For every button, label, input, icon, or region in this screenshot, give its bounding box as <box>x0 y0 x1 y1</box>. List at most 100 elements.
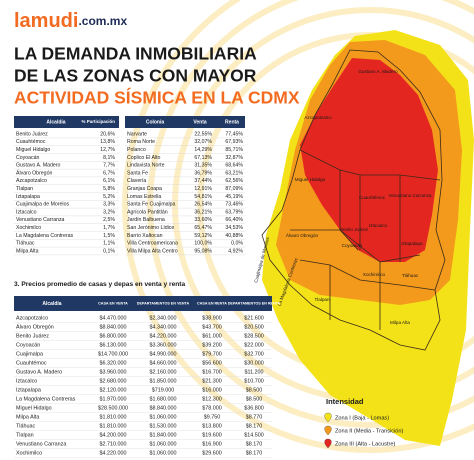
cell: 34,53% <box>225 225 243 231</box>
cell: 32,07% <box>194 139 212 145</box>
cell: $1.810.000 <box>100 423 127 429</box>
cell: Venustiano Carranza <box>16 217 65 223</box>
cell: Barrio Xaltocan <box>127 233 163 239</box>
cell: 6,1% <box>103 178 115 184</box>
cell: $3.360.000 <box>150 342 177 348</box>
cell: $2.680.000 <box>100 378 127 384</box>
district-label: Tláhuac <box>402 273 419 278</box>
cell: Azcapotzalco <box>16 315 48 321</box>
table-header: CASA EN VENTA <box>98 301 128 305</box>
cell: Coplico El Alto <box>127 155 161 161</box>
cell: 73,46% <box>225 202 243 208</box>
legend-item: Zona III (Alta - Lacustre) <box>335 441 395 447</box>
cell: $56.600 <box>202 360 222 366</box>
cell: $11.200 <box>244 369 263 375</box>
table-header: Colonia <box>146 119 165 125</box>
cell: Narvarte <box>127 131 147 137</box>
district-label: Gustavo A. Madero <box>358 69 398 74</box>
cell: $4.220.000 <box>100 450 127 456</box>
cell: $8.170 <box>246 423 263 429</box>
cell: $12.300 <box>202 396 222 402</box>
cell: $14.700.000 <box>98 351 128 357</box>
cell: $22.000 <box>244 342 264 348</box>
cell: Xochimilco <box>16 450 42 456</box>
cell: 13,8% <box>100 139 115 145</box>
section-title: 3. Precios promedio de casas y depas en … <box>14 281 185 288</box>
cell: 14,29% <box>194 147 212 153</box>
cell: $8.170 <box>246 450 263 456</box>
cell: 63,21% <box>225 170 243 176</box>
table-header-bg <box>14 296 272 311</box>
cell: Álvaro Obregón <box>16 323 54 330</box>
cell: 2,5% <box>103 217 115 223</box>
table-header: Venta <box>193 119 207 125</box>
cell: Cuajimalpa <box>16 351 43 357</box>
cell: Miguel Hidalgo <box>16 405 52 411</box>
legend-item: Zona I (Baja - Lomas) <box>335 415 389 421</box>
district-label: Xochimilco <box>363 272 386 277</box>
logo: lamudi.com.mx <box>14 10 127 32</box>
district-label: Venustiano Carranza <box>389 193 432 198</box>
cell: 87,09% <box>225 186 243 192</box>
cell: Coyoacán <box>16 155 39 161</box>
cell: 68,64% <box>225 163 243 169</box>
cell: Iztapalapa <box>16 387 41 393</box>
cell: Benito Juárez <box>16 131 48 137</box>
cell: La Magdalena Contreras <box>16 233 74 239</box>
cell: $21.600 <box>244 315 264 321</box>
cell: Granjas Coapa <box>127 186 162 192</box>
cell: Tlalpan <box>16 432 34 438</box>
cell: $1.060.000 <box>150 450 177 456</box>
cell: Venustiano Carranza <box>16 441 66 447</box>
cell: Villa Milpa Alta Centro <box>127 248 178 254</box>
cell: $2.710.000 <box>100 441 127 447</box>
cell: 67,13% <box>194 155 212 161</box>
cell: $36.800 <box>244 405 264 411</box>
cell: 62,56% <box>225 178 243 184</box>
table-header-bg <box>125 116 245 128</box>
cell: Tláhuac <box>16 241 35 247</box>
cell: $8.170 <box>246 441 263 447</box>
logo-suffix: .com.mx <box>78 14 127 28</box>
district-label: Álvaro Obregón <box>286 232 319 238</box>
cell: 4,92% <box>228 248 243 254</box>
cell: Azcapotzalco <box>16 178 47 184</box>
cell: 36,21% <box>194 209 212 215</box>
cell: Coyoacán <box>16 342 40 348</box>
cell: $28.500.000 <box>98 405 128 411</box>
cell: 85,71% <box>225 147 243 153</box>
cell: 59,12% <box>194 233 212 239</box>
cell: $21.300 <box>202 378 222 384</box>
cell: 5,2% <box>103 194 115 200</box>
cell: 45,19% <box>225 194 243 200</box>
cell: Cuajimalpa de Morelos <box>16 202 69 208</box>
cell: Santa Fe <box>127 170 148 176</box>
cell: Jardín Balbuena <box>127 217 165 223</box>
legend-pin <box>324 412 332 423</box>
district-outline <box>261 49 446 351</box>
cell: Milpa Alta <box>16 414 39 420</box>
cell: $16.000 <box>202 387 222 393</box>
cell: $8.840.000 <box>150 405 177 411</box>
logo-name: lamudi <box>14 10 78 32</box>
cell: $4.660.000 <box>150 360 177 366</box>
cell: $38.900 <box>202 315 222 321</box>
cell: Polanco <box>127 147 146 153</box>
cell: $30.000 <box>244 360 264 366</box>
district-label: Iztacalco <box>369 223 388 228</box>
legend-item: Zona II (Media - Transición) <box>335 428 404 434</box>
cell: $1.060.000 <box>150 414 177 420</box>
district-label: Miguel Hidalgo <box>295 177 326 182</box>
cell: $1.840.000 <box>150 432 177 438</box>
cell: $1.680.000 <box>150 396 177 402</box>
cell: 32,87% <box>225 155 243 161</box>
cell: $719.000 <box>152 387 174 393</box>
cell: Tláhuac <box>16 423 35 429</box>
table-header: % Participación <box>81 119 115 124</box>
cell: 26,54% <box>194 202 212 208</box>
cell: Cuauhtémoc <box>16 139 46 145</box>
cell: $19.600 <box>202 432 222 438</box>
